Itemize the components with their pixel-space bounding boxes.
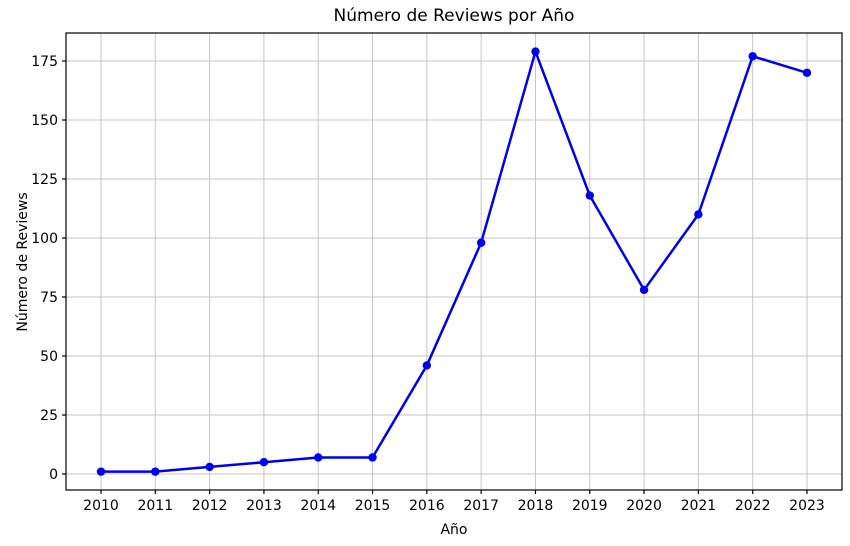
y-tick-label: 175 [31,54,58,70]
data-point [748,52,757,61]
y-tick-label: 50 [40,349,58,365]
x-tick-label: 2022 [735,498,771,514]
data-point [585,191,594,200]
data-point [802,68,812,78]
x-tick-label: 2011 [137,498,173,514]
x-tick-label: 2018 [518,498,554,514]
y-tick-label: 0 [49,467,58,483]
y-tick-label: 125 [31,172,58,188]
grid-layer [66,33,842,490]
x-tick-label: 2023 [789,498,825,514]
data-point [694,210,703,219]
y-tick-label: 100 [31,231,58,247]
data-point [205,462,214,472]
x-tick-label: 2012 [192,498,228,514]
y-axis-label: Número de Reviews [15,192,31,331]
y-tick-label: 75 [40,290,58,306]
data-layer [96,47,812,476]
data-point [151,467,160,476]
data-point [639,285,649,295]
x-tick-label: 2014 [300,498,336,514]
y-tick-label: 25 [40,408,58,424]
data-point [259,458,269,467]
data-point [314,453,323,462]
x-tick-label: 2013 [246,498,282,514]
data-line [99,50,809,473]
x-tick-label: 2010 [83,498,119,514]
axes-box [65,32,843,491]
data-point [96,467,106,476]
axes-spines [65,32,843,491]
data-point [476,238,486,247]
x-tick-label: 2021 [681,498,717,514]
data-point [368,453,377,462]
x-tick-label: 2016 [409,498,445,514]
data-point [422,361,432,370]
x-tick-label: 2017 [463,498,499,514]
y-tick-label: 150 [31,113,58,129]
x-axis-label: Año [440,522,467,538]
data-point [531,47,540,56]
x-tick-label: 2020 [626,498,662,514]
x-tick-label: 2015 [355,498,391,514]
x-tick-label: 2019 [572,498,608,514]
tick-layer: 2010 2011 2012 2013 2014 2015 2016 2017 2018 2019… [31,54,825,514]
chart-title: Número de Reviews por Año [334,6,575,26]
